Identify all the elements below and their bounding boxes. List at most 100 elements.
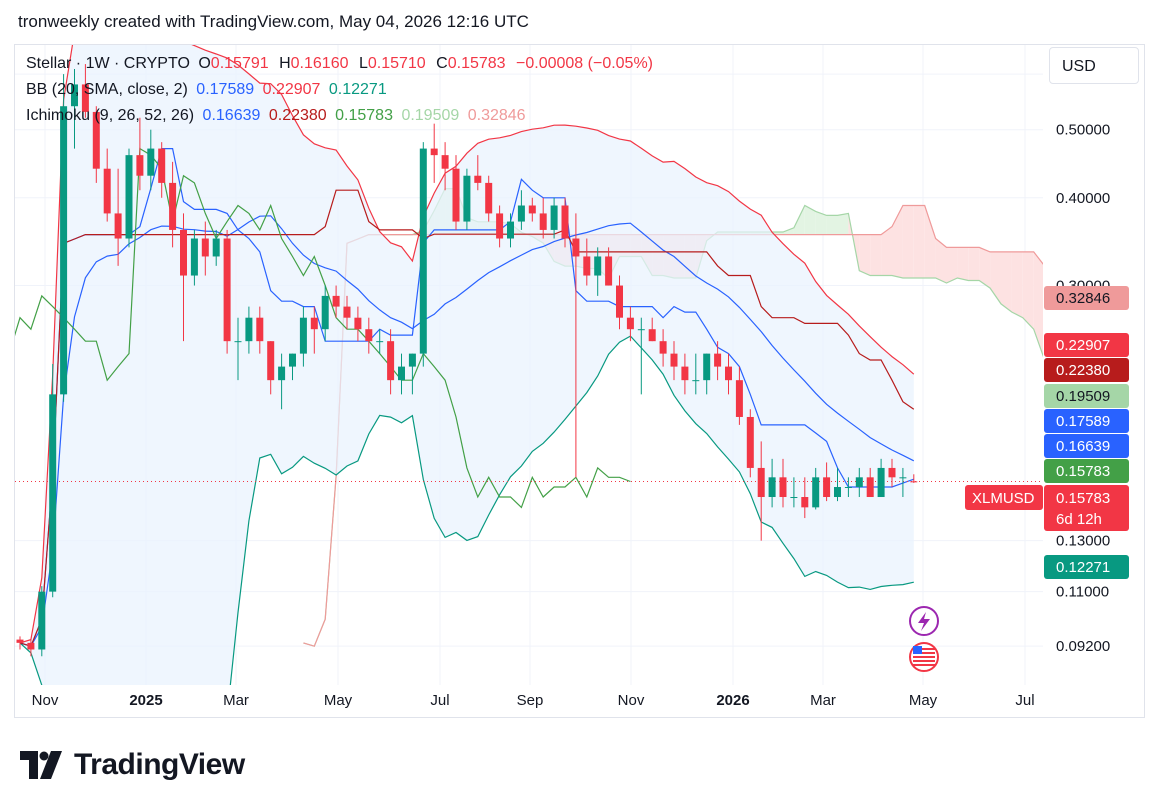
candle-body xyxy=(692,380,700,382)
legend-close: C0.15783 xyxy=(436,55,506,72)
candle-body xyxy=(267,341,275,381)
candle-body xyxy=(605,256,613,286)
candle xyxy=(16,636,24,650)
candle-body xyxy=(539,213,547,230)
cloud-segment xyxy=(935,238,947,284)
candle xyxy=(343,295,351,330)
candle-body xyxy=(888,467,896,478)
legend-ichimoku-tenkan: 0.16639 xyxy=(202,107,261,124)
x-tick-label: Jul xyxy=(430,692,449,709)
countdown-text: 6d 12h xyxy=(1056,511,1102,528)
candle xyxy=(376,329,384,354)
candle-body xyxy=(637,329,645,331)
cloud-segment xyxy=(870,234,882,276)
cloud-segment xyxy=(1033,251,1043,356)
candle xyxy=(180,213,187,342)
candle-body xyxy=(834,487,841,498)
candle xyxy=(823,462,831,502)
y-tick-label: 0.13000 xyxy=(1056,533,1110,550)
candle-body xyxy=(714,353,722,367)
candle-body xyxy=(245,317,253,342)
legend-bb-lower: 0.12271 xyxy=(328,81,387,98)
candle xyxy=(746,409,754,478)
bb-upper-line xyxy=(19,45,915,644)
candle-body xyxy=(866,477,874,498)
last-price-box xyxy=(1044,485,1129,531)
legend-ichimoku-label[interactable]: Ichimoku (9, 26, 52, 26) xyxy=(26,107,195,124)
price-label: 0.22380 xyxy=(1044,358,1129,382)
candle xyxy=(768,458,776,508)
indicator-lines xyxy=(15,45,1043,685)
time-axis: Nov 2025 Mar May Jul Sep Nov 2026 Mar May Jul xyxy=(32,692,1035,709)
candle xyxy=(725,353,732,395)
cloud-segment xyxy=(968,247,980,281)
candle-body xyxy=(550,205,558,230)
price-label: 0.12271 xyxy=(1044,555,1129,579)
currency-button[interactable]: USD xyxy=(1049,47,1139,84)
candle-body xyxy=(278,366,286,381)
candle xyxy=(528,197,536,222)
bollinger-band-fill xyxy=(20,45,914,685)
tradingview-logo[interactable]: TradingView xyxy=(20,748,245,782)
candle xyxy=(692,353,700,395)
candle-body xyxy=(463,175,471,222)
cloud-segment xyxy=(837,213,849,235)
tradingview-brand: TradingView xyxy=(74,748,245,781)
price-label-box xyxy=(1044,434,1129,458)
candle-body xyxy=(332,295,340,307)
candle xyxy=(681,353,689,395)
price-label-text: 0.16639 xyxy=(1056,438,1110,455)
candle-body xyxy=(223,238,231,342)
candle xyxy=(321,285,329,342)
cloud-segment xyxy=(902,205,914,279)
candle-body xyxy=(354,317,362,330)
candle-body xyxy=(343,306,351,318)
candle-body xyxy=(561,205,569,239)
candle-body xyxy=(190,238,198,276)
candle-body xyxy=(103,168,111,214)
candle xyxy=(812,467,820,510)
price-label-text: 0.22907 xyxy=(1056,337,1110,354)
candle-body xyxy=(60,106,68,395)
candle-body xyxy=(790,497,798,499)
candle xyxy=(256,306,264,354)
candle-body xyxy=(844,487,852,489)
legend-symbol-row: Stellar · 1W · CRYPTO O0.15791 H0.16160 … xyxy=(26,55,657,73)
candle-body xyxy=(725,366,732,381)
candle-body xyxy=(234,341,242,343)
candle-body xyxy=(877,467,885,498)
candle xyxy=(125,148,133,248)
legend-bb-label[interactable]: BB (20, SMA, close, 2) xyxy=(26,81,188,98)
candle-body xyxy=(528,205,536,214)
candle xyxy=(474,155,482,191)
cloud-segment xyxy=(826,215,838,235)
candle-body xyxy=(823,477,831,498)
candle-body xyxy=(801,497,809,508)
candle-body xyxy=(387,341,395,381)
legend-symbol[interactable]: Stellar · 1W · CRYPTO xyxy=(26,55,190,72)
lightning-event-icon[interactable] xyxy=(909,606,939,636)
candle xyxy=(485,175,493,222)
candle xyxy=(60,74,68,402)
candle-body xyxy=(147,148,155,176)
cloud-segment xyxy=(924,205,936,279)
candle xyxy=(463,168,471,230)
candle xyxy=(517,190,525,230)
x-tick-label: 2025 xyxy=(129,692,162,709)
candle xyxy=(201,221,209,276)
chart-frame xyxy=(14,44,1145,718)
candle-body xyxy=(158,148,166,183)
candle-body xyxy=(735,380,743,417)
candle xyxy=(648,317,656,342)
x-tick-label: Nov xyxy=(618,692,645,709)
candle-body xyxy=(71,84,78,107)
us-flag-event-icon[interactable] xyxy=(909,642,939,672)
flag-icon-canton xyxy=(913,646,922,654)
candle xyxy=(899,467,907,498)
tradingview-logo-icon xyxy=(20,751,62,779)
candle-body xyxy=(212,238,220,257)
candle xyxy=(289,353,296,381)
x-tick-label: Sep xyxy=(517,692,544,709)
symbol-tag-box xyxy=(965,485,1043,510)
